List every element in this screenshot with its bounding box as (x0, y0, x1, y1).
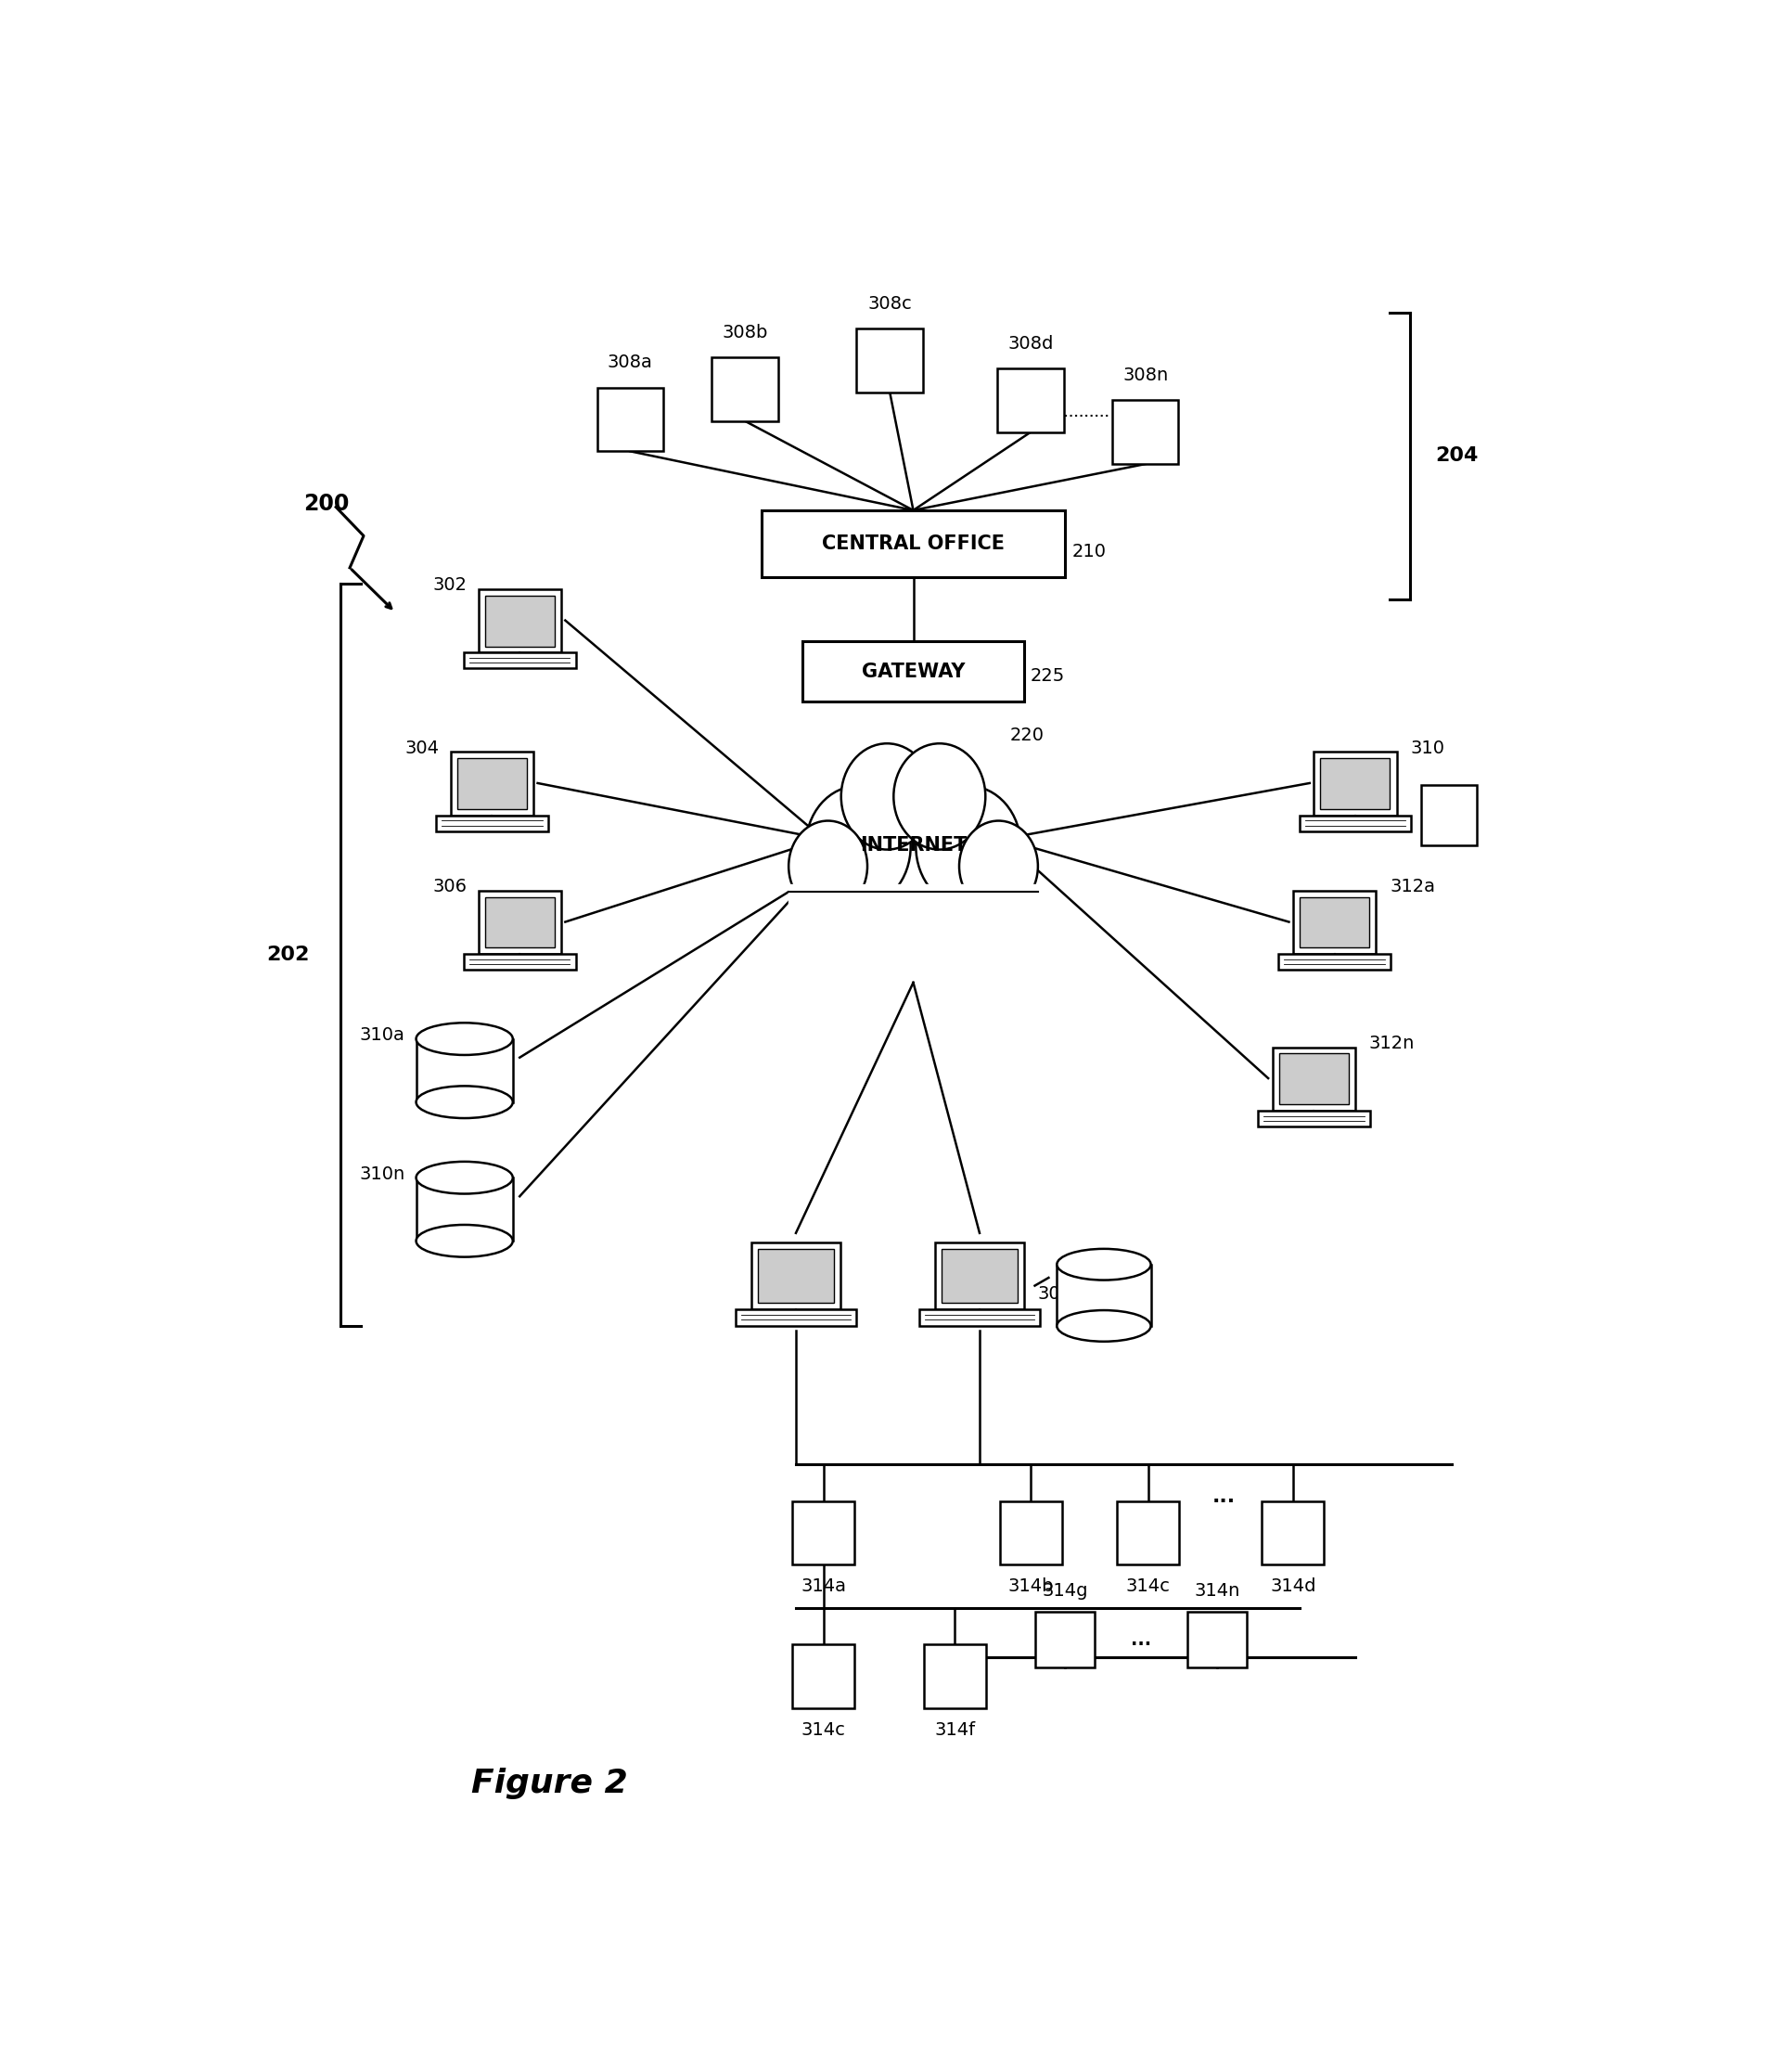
FancyBboxPatch shape (597, 387, 663, 452)
Circle shape (850, 767, 977, 912)
Text: 202: 202 (267, 945, 310, 963)
Text: 306: 306 (433, 879, 467, 895)
FancyBboxPatch shape (1299, 814, 1411, 831)
Ellipse shape (1057, 1249, 1151, 1280)
FancyBboxPatch shape (463, 953, 576, 970)
Circle shape (959, 821, 1037, 912)
Ellipse shape (415, 1162, 513, 1193)
FancyBboxPatch shape (415, 1177, 513, 1241)
Text: Figure 2: Figure 2 (470, 1767, 627, 1798)
FancyBboxPatch shape (802, 640, 1023, 702)
Text: 314c: 314c (1126, 1577, 1171, 1595)
FancyBboxPatch shape (757, 1249, 834, 1303)
Text: 304: 304 (405, 740, 440, 756)
Text: 314b: 314b (1007, 1577, 1053, 1595)
Text: 310a: 310a (360, 1026, 405, 1044)
FancyBboxPatch shape (1272, 1046, 1356, 1111)
FancyBboxPatch shape (485, 595, 554, 646)
FancyBboxPatch shape (1294, 891, 1376, 953)
FancyBboxPatch shape (463, 653, 576, 669)
Text: 302: 302 (433, 576, 467, 595)
FancyBboxPatch shape (1057, 1264, 1151, 1326)
FancyBboxPatch shape (478, 588, 561, 653)
FancyBboxPatch shape (711, 356, 779, 421)
Text: 308a: 308a (608, 354, 652, 371)
Circle shape (841, 744, 934, 850)
FancyBboxPatch shape (1117, 1500, 1180, 1564)
Text: 310: 310 (1411, 740, 1445, 756)
Text: 314c: 314c (802, 1722, 846, 1738)
FancyBboxPatch shape (1422, 785, 1477, 845)
FancyBboxPatch shape (458, 758, 527, 808)
Text: 204: 204 (1435, 448, 1479, 466)
Text: 312n: 312n (1369, 1034, 1415, 1053)
Circle shape (916, 785, 1021, 908)
Text: 314a: 314a (800, 1577, 846, 1595)
FancyBboxPatch shape (923, 1645, 985, 1709)
Text: 314n: 314n (1194, 1583, 1240, 1600)
Ellipse shape (415, 1024, 513, 1055)
FancyBboxPatch shape (943, 1249, 1018, 1303)
FancyBboxPatch shape (451, 752, 533, 814)
Text: INTERNET: INTERNET (859, 835, 968, 854)
Circle shape (893, 744, 985, 850)
FancyBboxPatch shape (736, 1310, 857, 1326)
FancyBboxPatch shape (1258, 1111, 1370, 1127)
Text: 300: 300 (1037, 1285, 1071, 1303)
Text: 210: 210 (1073, 543, 1107, 562)
FancyBboxPatch shape (750, 1243, 841, 1310)
Circle shape (805, 785, 911, 908)
FancyBboxPatch shape (1278, 953, 1390, 970)
Ellipse shape (415, 1086, 513, 1119)
Text: 312a: 312a (1390, 879, 1435, 895)
Text: 314g: 314g (1042, 1583, 1089, 1600)
Ellipse shape (415, 1225, 513, 1258)
FancyBboxPatch shape (1262, 1500, 1324, 1564)
Text: GATEWAY: GATEWAY (861, 663, 966, 682)
Text: ...: ... (1132, 1631, 1151, 1649)
FancyBboxPatch shape (1279, 1053, 1349, 1104)
Text: 310n: 310n (360, 1164, 405, 1183)
Text: ...: ... (1212, 1488, 1235, 1506)
Text: 220: 220 (1010, 727, 1044, 744)
FancyBboxPatch shape (793, 1500, 855, 1564)
FancyBboxPatch shape (857, 327, 923, 392)
Circle shape (789, 821, 868, 912)
FancyBboxPatch shape (1313, 752, 1397, 814)
FancyBboxPatch shape (1299, 897, 1369, 947)
FancyBboxPatch shape (761, 510, 1066, 578)
FancyBboxPatch shape (1035, 1612, 1094, 1668)
FancyBboxPatch shape (1112, 400, 1178, 464)
FancyBboxPatch shape (437, 814, 549, 831)
FancyBboxPatch shape (920, 1310, 1041, 1326)
FancyBboxPatch shape (793, 1645, 855, 1709)
FancyBboxPatch shape (936, 1243, 1025, 1310)
FancyBboxPatch shape (998, 369, 1064, 433)
FancyBboxPatch shape (1320, 758, 1390, 808)
FancyBboxPatch shape (478, 891, 561, 953)
Text: CENTRAL OFFICE: CENTRAL OFFICE (822, 535, 1005, 553)
Text: 314d: 314d (1271, 1577, 1317, 1595)
Text: 200: 200 (303, 493, 349, 516)
FancyBboxPatch shape (1000, 1500, 1062, 1564)
Text: 308b: 308b (722, 323, 768, 342)
Text: 308d: 308d (1009, 336, 1053, 352)
Text: 308c: 308c (868, 294, 912, 313)
Ellipse shape (1057, 1310, 1151, 1341)
Text: 308n: 308n (1123, 367, 1169, 383)
FancyBboxPatch shape (415, 1038, 513, 1102)
FancyBboxPatch shape (485, 897, 554, 947)
Text: 225: 225 (1030, 667, 1066, 686)
Text: 314f: 314f (934, 1722, 975, 1738)
FancyBboxPatch shape (1187, 1612, 1247, 1668)
